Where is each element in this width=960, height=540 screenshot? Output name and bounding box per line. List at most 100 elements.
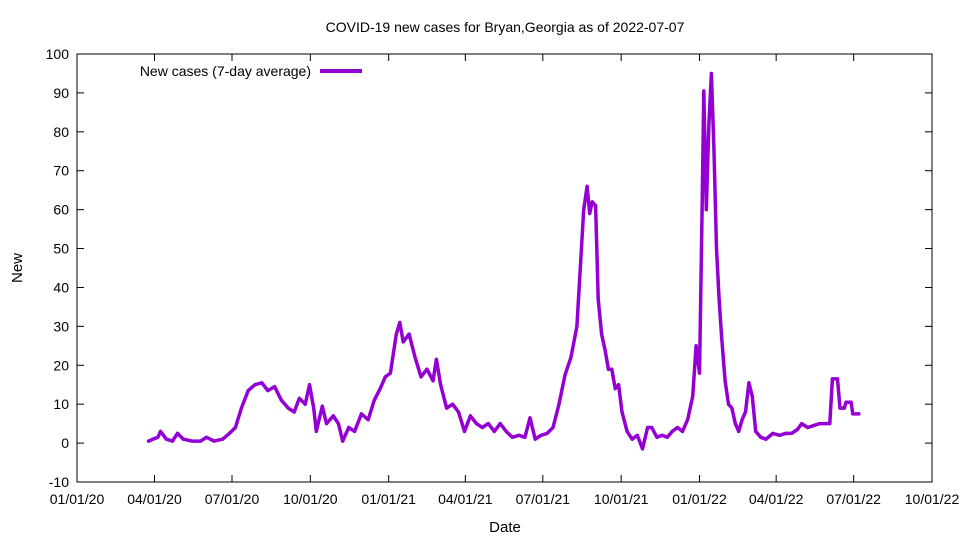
data-point <box>198 439 203 443</box>
data-point <box>347 425 351 430</box>
data-point <box>297 396 301 400</box>
data-point <box>588 211 592 216</box>
data-point <box>617 383 621 387</box>
data-point <box>468 414 472 418</box>
legend: New cases (7-day average) <box>140 63 362 79</box>
data-point <box>279 398 283 402</box>
data-point <box>474 422 478 426</box>
data-point <box>747 381 751 385</box>
data-point <box>686 418 690 422</box>
data-point <box>212 439 216 443</box>
data-point <box>551 425 555 430</box>
plot-border <box>76 53 933 483</box>
data-point <box>849 400 853 404</box>
data-point <box>759 435 763 439</box>
y-tick-label: 10 <box>53 396 69 412</box>
data-point <box>204 435 208 439</box>
data-point <box>419 375 423 379</box>
data-point <box>646 425 650 430</box>
x-tick-label: 10/01/21 <box>594 491 649 507</box>
x-tick-label: 01/01/20 <box>50 491 105 507</box>
y-axis-label: New <box>9 253 26 283</box>
y-tick-label: 50 <box>53 241 69 257</box>
data-point <box>778 433 782 437</box>
data-point <box>650 425 654 430</box>
data-point <box>578 266 582 270</box>
data-point <box>812 424 816 428</box>
data-point <box>492 429 496 433</box>
data-point <box>737 429 741 433</box>
data-point <box>717 297 721 301</box>
data-point <box>486 422 490 426</box>
data-point <box>324 422 329 426</box>
data-point <box>569 355 573 360</box>
data-point <box>800 422 804 426</box>
data-point <box>233 425 237 430</box>
data-point <box>806 425 810 430</box>
data-point <box>353 429 357 433</box>
data-point <box>575 324 579 328</box>
data-point <box>557 402 561 406</box>
y-tick-label: 70 <box>53 163 69 179</box>
data-point <box>260 381 264 385</box>
data-point <box>227 431 231 435</box>
y-axis: -10 0 10 20 30 40 50 60 70 80 90 100 <box>46 46 932 490</box>
data-point <box>273 385 277 389</box>
data-point <box>563 373 567 377</box>
data-point <box>221 437 225 441</box>
data-point <box>175 431 180 435</box>
data-point <box>359 412 363 416</box>
x-tick-label: 07/01/20 <box>205 491 260 507</box>
data-point <box>670 429 674 433</box>
data-point <box>314 429 318 433</box>
data-point <box>842 406 846 410</box>
data-point <box>789 431 794 435</box>
data-point <box>585 184 589 188</box>
data-point <box>697 371 702 375</box>
data-point <box>675 425 680 430</box>
data-point <box>539 433 543 437</box>
y-tick-label: 0 <box>61 435 69 451</box>
data-point <box>445 406 449 410</box>
data-point <box>606 367 611 371</box>
data-point <box>320 404 324 408</box>
data-point <box>714 246 719 251</box>
data-point <box>603 348 607 352</box>
data-point <box>594 204 598 208</box>
data-point <box>635 433 639 437</box>
data-point <box>783 431 788 435</box>
data-point <box>680 429 685 433</box>
y-tick-label: 60 <box>53 202 69 218</box>
data-point <box>158 429 163 433</box>
data-point <box>545 431 549 435</box>
x-tick-label: 07/01/21 <box>516 491 571 507</box>
data-point <box>307 383 312 387</box>
data-point <box>709 71 714 76</box>
y-tick-label: 80 <box>53 124 69 140</box>
x-axis-label: Date <box>489 519 521 536</box>
data-point <box>691 394 695 398</box>
data-point <box>610 367 614 371</box>
data-point <box>730 406 734 410</box>
y-tick-label: 100 <box>46 46 70 62</box>
data-point <box>239 406 243 410</box>
data-point <box>413 355 417 360</box>
data-point <box>170 439 174 443</box>
data-point <box>665 435 669 439</box>
data-point <box>366 418 370 422</box>
x-tick-label: 07/01/22 <box>826 491 881 507</box>
data-point <box>733 422 737 426</box>
data-point <box>292 410 296 414</box>
data-point <box>401 340 405 344</box>
data-point <box>726 402 731 406</box>
x-tick-label: 04/01/22 <box>749 491 804 507</box>
data-point <box>740 418 744 422</box>
data-point <box>596 297 600 301</box>
y-tick-label: 20 <box>53 357 69 373</box>
data-point <box>523 435 527 439</box>
data-point <box>533 437 537 441</box>
legend-label: New cases (7-day average) <box>140 63 311 79</box>
x-tick-label: 10/01/20 <box>283 491 338 507</box>
data-point <box>303 402 307 406</box>
